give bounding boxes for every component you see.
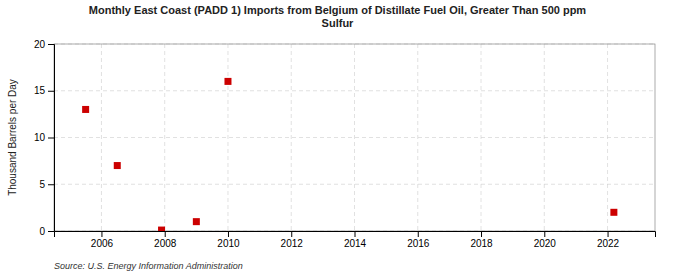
chart: Monthly East Coast (PADD 1) Imports from…: [0, 0, 675, 275]
y-tick-mark: [48, 91, 54, 92]
x-tick-label: 2010: [217, 238, 240, 249]
grid-line-y: [54, 137, 655, 138]
x-tick-mark: [418, 231, 419, 237]
y-tick-mark: [48, 231, 54, 232]
title: Monthly East Coast (PADD 1) Imports from…: [89, 4, 587, 29]
x-tick: 2010: [217, 231, 240, 249]
x-tick: 2020: [534, 231, 557, 249]
x-tick: 2014: [344, 231, 367, 249]
y-tick: 10: [34, 132, 54, 143]
y-tick-label: 0: [39, 226, 45, 237]
y-tick-label: 15: [34, 85, 46, 96]
grid-line-x: [354, 44, 355, 231]
x-tick: 2018: [470, 231, 493, 249]
x-tick-label: 2022: [597, 238, 620, 249]
y-axis-line: [48, 45, 55, 232]
grid-line-y: [54, 184, 655, 185]
y-tick: 0: [39, 226, 54, 237]
chart-container: Monthly East Coast (PADD 1) Imports from…: [0, 0, 675, 275]
grid-line-x: [291, 44, 292, 231]
x-tick-label: 2018: [470, 238, 493, 249]
plot-area: 2006 2008 2010 2012 2014 2016 2018 2020 2022 0 5 10…: [7, 39, 656, 249]
x-axis-line: [55, 232, 656, 238]
y-tick-label: 20: [34, 39, 46, 50]
point: [224, 78, 231, 85]
points: [82, 78, 617, 231]
x-tick-mark: [291, 231, 292, 237]
x-axis: 2006 2008 2010 2012 2014 2016 2018 2020 2022: [55, 231, 656, 249]
grid-line-x: [227, 44, 228, 231]
x-tick: 2022: [597, 231, 620, 249]
x-tick-label: 2016: [407, 238, 430, 249]
x-tick-mark: [608, 231, 609, 237]
x-tick: 2012: [281, 231, 304, 249]
grid-line-x: [164, 44, 165, 231]
point: [158, 227, 165, 231]
point: [610, 209, 617, 216]
x-tick: 2006: [91, 231, 114, 249]
x-tick-label: 2014: [344, 238, 367, 249]
plot-frame: [54, 44, 655, 231]
x-tick-mark: [481, 231, 482, 237]
x-tick-mark: [228, 231, 229, 237]
y-tick: 5: [39, 179, 54, 190]
x-tick: 2008: [154, 231, 177, 249]
y-tick-label: 10: [34, 132, 46, 143]
y-axis: 0 5 10 15 20: [34, 39, 55, 237]
y-tick-mark: [48, 138, 54, 139]
title-line: Sulfur: [322, 17, 354, 29]
x-tick-mark: [544, 231, 545, 237]
y-tick: 20: [34, 39, 54, 50]
x-tick: 2016: [407, 231, 430, 249]
point: [114, 162, 121, 169]
y-tick-label: 5: [39, 179, 45, 190]
y-tick: 15: [34, 85, 54, 96]
y-tick-mark: [48, 184, 54, 185]
y-axis-title: Thousand Barrels per Day: [7, 79, 18, 196]
grid-line-x: [101, 44, 102, 231]
point: [193, 218, 200, 225]
title-line: Monthly East Coast (PADD 1) Imports from…: [89, 4, 587, 16]
x-tick-label: 2020: [534, 238, 557, 249]
source: Source: U.S. Energy Information Administ…: [54, 261, 243, 271]
x-tick-mark: [165, 231, 166, 237]
x-tick-mark: [355, 231, 356, 237]
x-tick-label: 2012: [281, 238, 304, 249]
grid-line-y: [54, 90, 655, 91]
x-tick-label: 2008: [154, 238, 177, 249]
x-tick-mark: [101, 231, 102, 237]
x-tick-label: 2006: [91, 238, 114, 249]
grid: [54, 44, 655, 231]
y-tick-mark: [48, 44, 54, 45]
point: [82, 106, 89, 113]
